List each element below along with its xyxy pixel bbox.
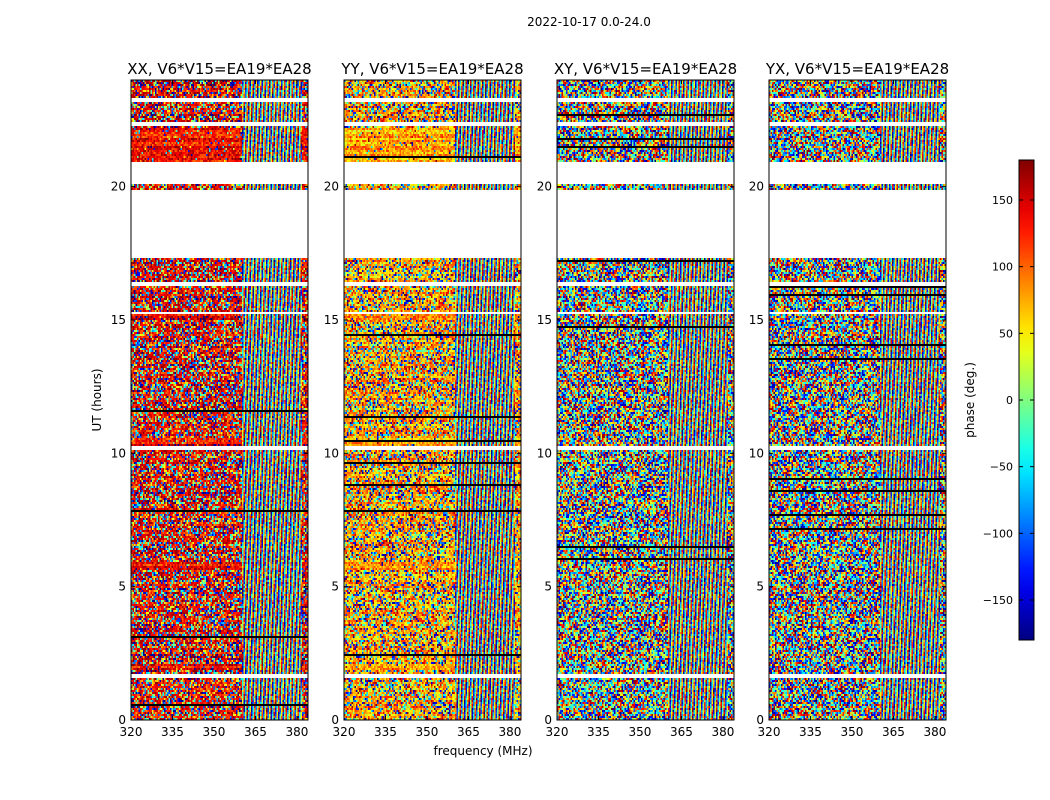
- colorbar-label: phase (deg.): [963, 362, 977, 438]
- y-tick-label: 20: [324, 180, 339, 194]
- x-tick-label: 365: [457, 725, 480, 739]
- colorbar-tick-label: 100: [992, 261, 1013, 274]
- x-tick-label: 365: [244, 725, 267, 739]
- y-tick-label: 20: [537, 180, 552, 194]
- y-tick-label: 10: [324, 446, 339, 460]
- x-tick-label: 350: [629, 725, 652, 739]
- panel-title: XX, V6*V15=EA19*EA28: [127, 60, 311, 78]
- y-axis-label: UT (hours): [90, 368, 104, 431]
- panel-title: XY, V6*V15=EA19*EA28: [554, 60, 737, 78]
- y-tick-label: 10: [749, 446, 764, 460]
- panel-title: YX, V6*V15=EA19*EA28: [765, 60, 949, 78]
- panel-title: YY, V6*V15=EA19*EA28: [340, 60, 523, 78]
- y-tick-label: 0: [118, 713, 126, 727]
- y-tick-label: 0: [756, 713, 764, 727]
- panel-yx: YX, V6*V15=EA19*EA28 320 335 350 365 380 0 5 10 1…: [749, 60, 949, 739]
- panel-frame: [556, 79, 735, 721]
- y-tick-label: 5: [118, 580, 126, 594]
- x-tick-label: 335: [799, 725, 822, 739]
- x-tick-label: 380: [285, 725, 308, 739]
- phase-heatmap-yx: [769, 80, 946, 720]
- x-tick-label: 365: [882, 725, 905, 739]
- y-tick-label: 5: [331, 580, 339, 594]
- colorbar-tick-label: 0: [1006, 394, 1013, 407]
- phase-heatmap-yy: [344, 80, 521, 720]
- x-tick-label: 320: [546, 725, 569, 739]
- x-tick-label: 320: [758, 725, 781, 739]
- panel-xy: XY, V6*V15=EA19*EA28 320 335 350 365 380 0 5 10 1…: [537, 60, 737, 739]
- colorbar-tick-label: 50: [999, 327, 1013, 340]
- y-tick-label: 10: [111, 446, 126, 460]
- x-tick-label: 335: [374, 725, 397, 739]
- y-tick-label: 5: [756, 580, 764, 594]
- panel-yy: YY, V6*V15=EA19*EA28 320 335 350 365 380 0 5 10 1…: [324, 60, 524, 739]
- x-tick-label: 335: [161, 725, 184, 739]
- x-tick-label: 320: [120, 725, 143, 739]
- y-tick-label: 15: [749, 313, 764, 327]
- x-tick-label: 380: [711, 725, 734, 739]
- colorbar-tick-label: 150: [992, 194, 1013, 207]
- x-tick-label: 350: [203, 725, 226, 739]
- x-axis-label: frequency (MHz): [433, 744, 532, 758]
- panel-frame: [768, 79, 947, 721]
- y-tick-label: 10: [537, 446, 552, 460]
- panel-xx: XX, V6*V15=EA19*EA28 320 335 350 365 380 0 5 10 1…: [111, 60, 312, 739]
- figure-title: 2022-10-17 0.0-24.0: [527, 15, 651, 29]
- colorbar-tick-label: −150: [983, 594, 1013, 607]
- panel-frame: [343, 79, 522, 721]
- y-tick-label: 20: [111, 180, 126, 194]
- y-tick-label: 0: [331, 713, 339, 727]
- y-tick-label: 15: [111, 313, 126, 327]
- x-tick-label: 380: [923, 725, 946, 739]
- x-tick-label: 320: [333, 725, 356, 739]
- y-tick-label: 0: [544, 713, 552, 727]
- phase-heatmap-xy: [557, 80, 734, 720]
- phase-heatmap-xx: [131, 80, 308, 720]
- y-tick-label: 5: [544, 580, 552, 594]
- x-tick-label: 350: [841, 725, 864, 739]
- x-tick-label: 350: [416, 725, 439, 739]
- colorbar: −150 −100 −50 0 50 100 150: [983, 159, 1035, 641]
- panel-frame: [130, 79, 309, 721]
- x-tick-label: 380: [498, 725, 521, 739]
- y-tick-label: 15: [324, 313, 339, 327]
- y-tick-label: 20: [749, 180, 764, 194]
- x-tick-label: 335: [587, 725, 610, 739]
- y-tick-label: 15: [537, 313, 552, 327]
- colorbar-tick-label: −100: [983, 527, 1013, 540]
- colorbar-tick-label: −50: [990, 461, 1013, 474]
- panels: XX, V6*V15=EA19*EA28 320 335 350 365 380 0 5 10 1…: [111, 60, 949, 739]
- x-tick-label: 365: [670, 725, 693, 739]
